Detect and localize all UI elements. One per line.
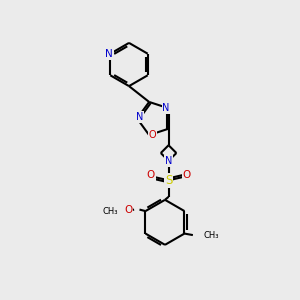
- Text: O: O: [148, 130, 156, 140]
- Text: N: N: [163, 103, 170, 113]
- Text: O: O: [146, 170, 155, 180]
- Text: O: O: [124, 205, 133, 214]
- Text: CH₃: CH₃: [203, 231, 219, 240]
- Text: N: N: [136, 112, 143, 122]
- Text: N: N: [165, 156, 172, 166]
- Text: CH₃: CH₃: [103, 207, 118, 216]
- Text: S: S: [165, 174, 172, 187]
- Text: N: N: [105, 49, 113, 59]
- Text: O: O: [182, 170, 191, 180]
